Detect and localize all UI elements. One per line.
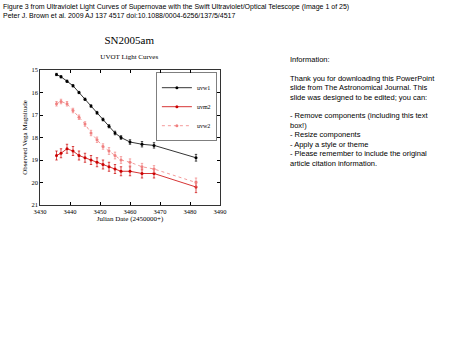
html-text:Figure 3 from Ultraviolet Ligh: Figure 3 from Ultraviolet Light Curves o… <box>3 3 350 10</box>
html-text:- Apply a style or theme: - Apply a style or theme <box>290 139 369 149</box>
svg-text:15: 15 <box>31 66 38 73</box>
svg-text:uvw2: uvw2 <box>197 123 210 129</box>
svg-text:3480: 3480 <box>184 208 197 215</box>
html-text:- Remove components (including: - Remove components (including this text… <box>290 111 428 130</box>
svg-text:Observed Vega Magnitude: Observed Vega Magnitude <box>21 100 29 175</box>
svg-text:16: 16 <box>31 89 38 96</box>
svg-text:3450: 3450 <box>94 208 107 215</box>
html-text:Information:: Information: <box>290 55 330 64</box>
svg-text:19: 19 <box>31 156 38 163</box>
svg-text:3430: 3430 <box>34 208 47 215</box>
svg-text:uvm2: uvm2 <box>197 104 211 110</box>
svg-text:21: 21 <box>31 201 38 208</box>
svg-text:3490: 3490 <box>214 208 227 215</box>
svg-text:3470: 3470 <box>154 208 167 215</box>
html-text:- Resize components: - Resize components <box>290 130 361 139</box>
html-text:Peter J. Brown et al. 2009 AJ: Peter J. Brown et al. 2009 AJ 137 4517 d… <box>3 12 236 19</box>
svg-text:uvw1: uvw1 <box>197 85 210 91</box>
svg-text:3440: 3440 <box>64 208 77 215</box>
svg-text:3460: 3460 <box>124 208 137 215</box>
svg-text:20: 20 <box>31 179 38 186</box>
svg-text:17: 17 <box>31 111 38 118</box>
svg-text:SN2005amUVOT Light Curves: SN2005amUVOT Light Curves <box>100 34 158 60</box>
html-text:- Please remember to include t: - Please remember to include the origina… <box>290 149 427 168</box>
svg-text:Julian Date (2450000+): Julian Date (2450000+) <box>97 215 164 223</box>
html-text:Thank you for downloading this: Thank you for downloading this PowerPoin… <box>290 73 435 102</box>
svg-text:18: 18 <box>31 134 38 141</box>
